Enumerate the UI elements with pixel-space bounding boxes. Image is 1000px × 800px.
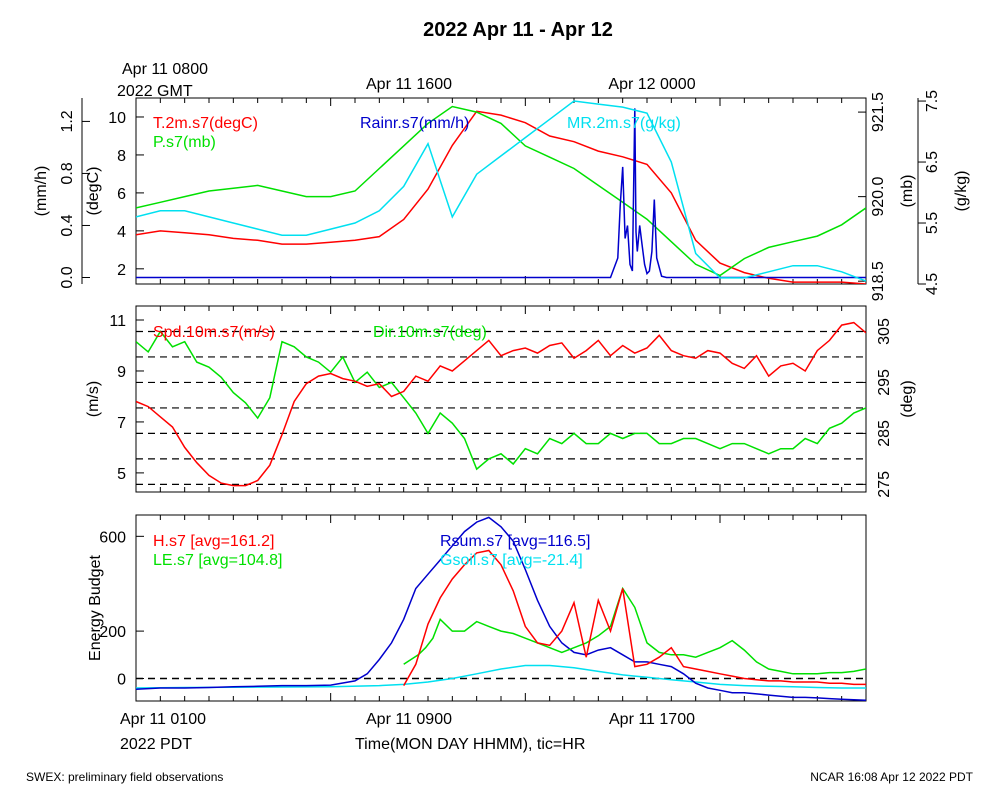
pressure-axis-tick-label: 921.5 xyxy=(870,92,887,132)
speed-axis-tick-label: 9 xyxy=(117,364,126,381)
temp-axis-tick-label: 8 xyxy=(117,148,126,165)
direction-axis-tick-label: 295 xyxy=(876,369,893,396)
bottom-time-label-4: Apr 11 1700 xyxy=(609,711,695,728)
top-series-0 xyxy=(136,110,866,284)
legend-latent-heat: LE.s7 [avg=104.8] xyxy=(153,552,282,569)
energy-axis-tick-label: 600 xyxy=(99,529,126,546)
energy-axis-tick-label: 0 xyxy=(117,671,126,688)
pressure-axis-tick-label: 920.0 xyxy=(870,177,887,217)
footer-left: SWEX: preliminary field observations xyxy=(26,770,223,784)
energy-series-3 xyxy=(136,664,866,689)
footer-right: NCAR 16:08 Apr 12 2022 PDT xyxy=(810,770,973,784)
mixing-axis-label: (g/kg) xyxy=(953,171,970,212)
legend-wind-direction: Dir.10m.s7(deg) xyxy=(373,324,487,341)
top-time-label-1: Apr 11 0800 xyxy=(122,61,208,78)
top-series-1 xyxy=(136,105,866,277)
chart-panels: 0.0 0.4 0.8 1.2 (mm/h) 2 4 6 8 10 (degC) 918.5 920.0… xyxy=(33,90,970,702)
pressure-axis-label: (mb) xyxy=(899,175,916,208)
speed-axis-label: (m/s) xyxy=(85,381,102,417)
temp-axis-tick-label: 6 xyxy=(117,186,126,203)
x-axis-label: Time(MON DAY HHMM), tic=HR xyxy=(355,736,585,753)
speed-axis-tick-label: 7 xyxy=(117,415,126,432)
energy-axis-label: Energy Budget xyxy=(87,555,104,661)
chart-title: 2022 Apr 11 - Apr 12 xyxy=(423,19,613,41)
temp-axis-tick-label: 10 xyxy=(108,110,126,127)
mixing-axis-tick-label: 4.5 xyxy=(924,273,941,295)
top-time-label-2: 2022 GMT xyxy=(117,83,193,100)
legend-mixing-ratio: MR.2m.s7(g/kg) xyxy=(567,115,681,132)
energy-series-1 xyxy=(403,586,866,675)
top-series-3 xyxy=(136,100,866,282)
legend-soil-heat: Gsoil.s7 [avg=-21.4] xyxy=(440,552,583,569)
temp-axis-tick-label: 2 xyxy=(117,262,126,279)
rain-axis-tick-label: 0.8 xyxy=(59,162,76,184)
direction-axis-tick-label: 305 xyxy=(876,318,893,345)
bottom-time-label-3: Apr 11 0900 xyxy=(366,711,452,728)
bottom-time-label-2: 2022 PDT xyxy=(120,736,192,753)
mixing-axis-tick-label: 6.5 xyxy=(924,151,941,173)
pressure-axis-tick-label: 918.5 xyxy=(870,261,887,301)
bottom-time-label-1: Apr 11 0100 xyxy=(120,711,206,728)
rain-axis-tick-label: 1.2 xyxy=(59,110,76,132)
energy-axis-tick-label: 200 xyxy=(99,624,126,641)
legend-pressure: P.s7(mb) xyxy=(153,134,216,151)
mixing-axis-tick-label: 7.5 xyxy=(924,90,941,112)
legend-temp: T.2m.s7(degC) xyxy=(153,115,258,132)
rain-axis-tick-label: 0.0 xyxy=(59,266,76,288)
top-time-label-4: Apr 12 0000 xyxy=(608,76,695,93)
direction-axis-label: (deg) xyxy=(899,380,916,417)
legend-rain: Rainr.s7(mm/h) xyxy=(360,115,469,132)
direction-axis-tick-label: 275 xyxy=(876,471,893,498)
temp-axis-label: (degC) xyxy=(85,167,102,216)
energy-series-0 xyxy=(403,549,866,686)
temp-axis-tick-label: 4 xyxy=(117,224,126,241)
legend-wind-speed: Spd.10m.s7(m/s) xyxy=(153,324,275,341)
legend-sensible-heat: H.s7 [avg=161.2] xyxy=(153,533,274,550)
legend-net-radiation: Rsum.s7 [avg=116.5] xyxy=(440,533,590,550)
rain-axis-label: (mm/h) xyxy=(33,166,50,217)
direction-axis-tick-label: 285 xyxy=(876,420,893,447)
rain-axis-tick-label: 0.4 xyxy=(59,214,76,236)
top-time-label-3: Apr 11 1600 xyxy=(366,76,452,93)
energy-series-2 xyxy=(136,516,866,701)
mixing-axis-tick-label: 5.5 xyxy=(924,212,941,234)
wind-direction-line xyxy=(136,330,866,471)
speed-axis-tick-label: 11 xyxy=(109,313,126,330)
wind-speed-line xyxy=(136,321,866,487)
speed-axis-tick-label: 5 xyxy=(117,466,126,483)
top-series-2 xyxy=(136,108,866,279)
